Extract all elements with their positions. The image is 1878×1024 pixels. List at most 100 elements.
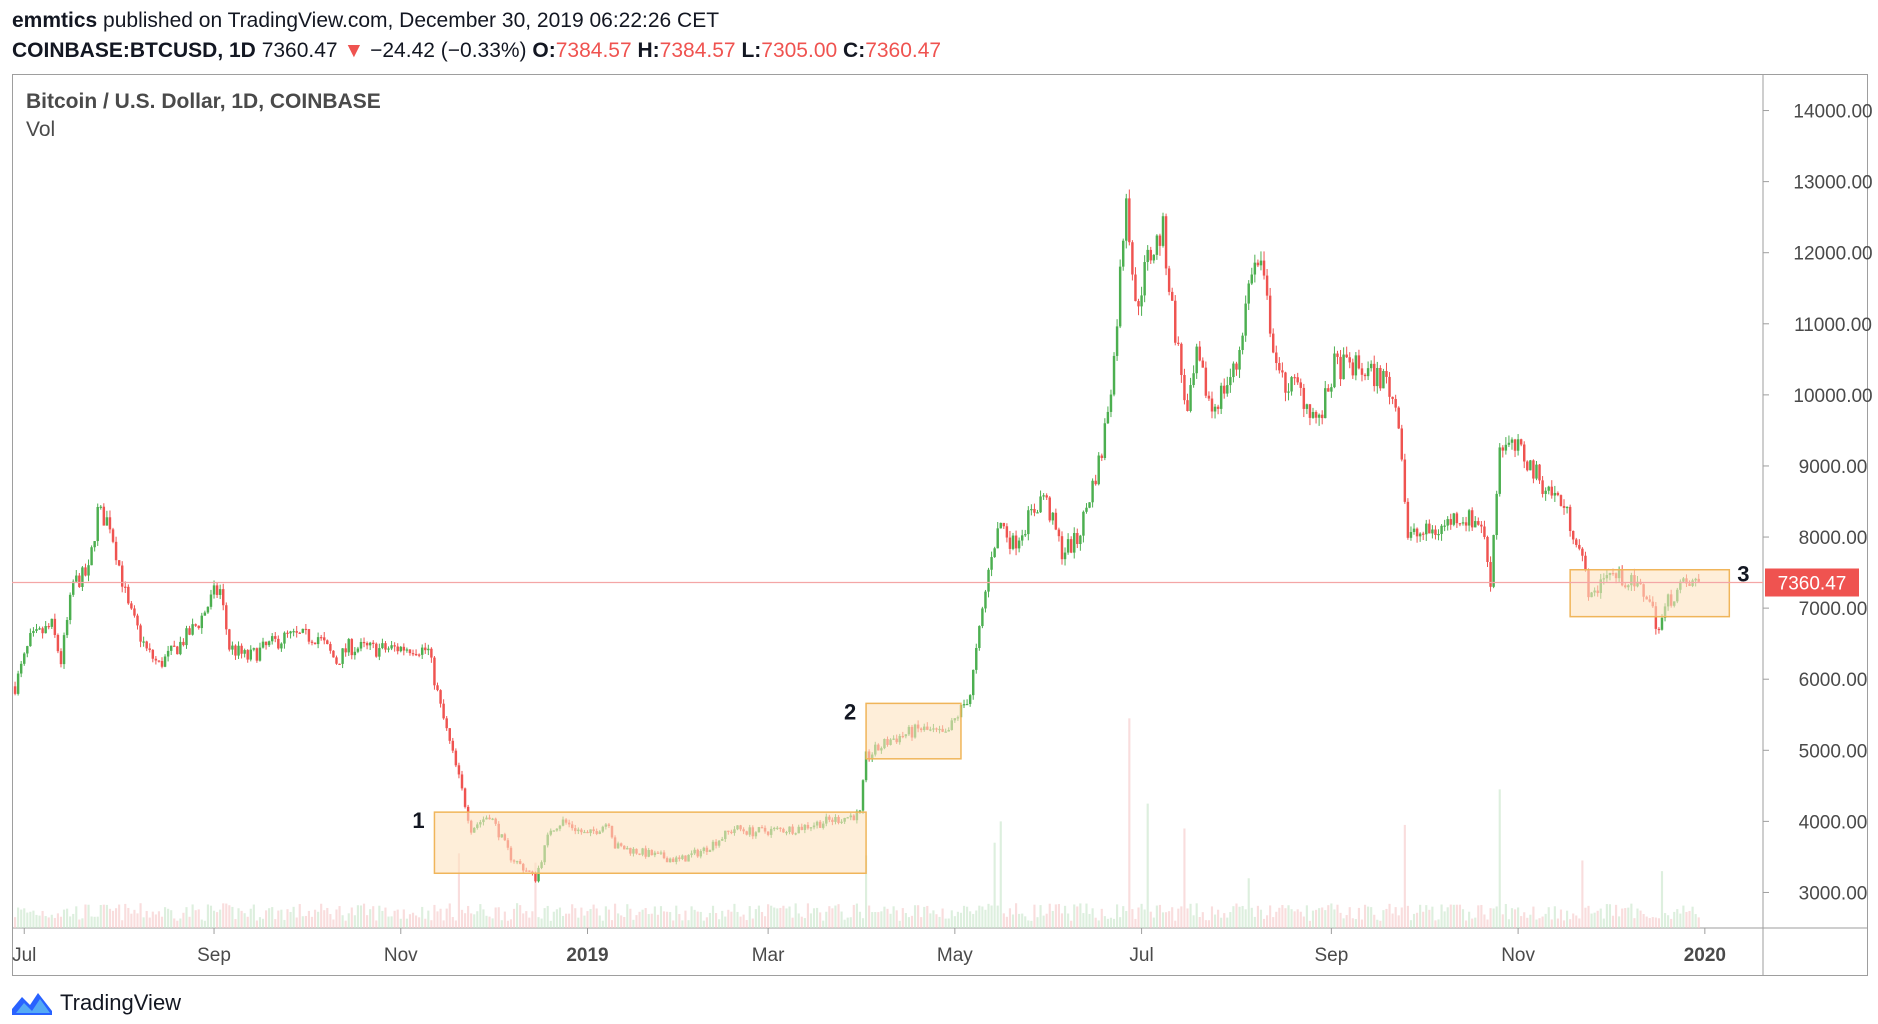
candle-body (99, 506, 102, 508)
candle-body (215, 585, 219, 595)
volume-bar (1067, 913, 1070, 928)
volume-bar (1538, 918, 1541, 928)
change-down-icon: ▼ (343, 39, 365, 62)
candle-body (1363, 374, 1367, 377)
volume-bar (503, 911, 506, 928)
candle-body (289, 631, 292, 634)
volume-bar (1100, 908, 1103, 928)
candle-body (194, 624, 197, 626)
volume-bar (1529, 914, 1532, 928)
volume-bar (26, 912, 29, 928)
y-tick-label: 6000.00 (1799, 670, 1868, 691)
volume-bar (1523, 912, 1526, 928)
volume-bar (641, 909, 644, 928)
volume-bar (745, 920, 748, 928)
volume-bar (558, 907, 562, 928)
candle-body (347, 639, 350, 653)
volume-bar (662, 911, 666, 928)
candle-body (1134, 274, 1137, 302)
volume-bar (950, 910, 953, 928)
volume-bar (782, 905, 785, 928)
volume-bar (1357, 907, 1360, 928)
candle-body (188, 628, 191, 635)
candle-body (984, 591, 987, 609)
volume-bar (1131, 909, 1134, 928)
volume-bar (378, 905, 381, 928)
candle-body (50, 618, 54, 627)
volume-bar (320, 903, 323, 928)
volume-bar (124, 903, 127, 928)
volume-bar (512, 908, 516, 928)
volume-bar (1213, 914, 1217, 928)
volume-bar (871, 912, 874, 928)
publish-text: published on TradingView.com, December 3… (97, 9, 720, 32)
volume-bar (754, 909, 757, 928)
candle-body (999, 522, 1002, 529)
volume-bar (1348, 907, 1351, 928)
volume-bar (742, 914, 745, 928)
volume-bar (240, 910, 243, 928)
volume-bar (1412, 913, 1416, 928)
volume-bar (1259, 909, 1263, 928)
candle-body (1495, 493, 1498, 536)
candle-body (1091, 480, 1094, 503)
candle-body (965, 703, 969, 706)
chart-frame[interactable] (12, 74, 1868, 976)
candle-body (1097, 455, 1100, 485)
candle-body (1406, 501, 1410, 538)
volume-bar (1054, 904, 1057, 928)
candle-body (1284, 372, 1287, 393)
volume-bar (846, 917, 849, 928)
candle-body (1063, 552, 1067, 560)
candle-body (1437, 533, 1440, 536)
volume-bar (794, 903, 797, 928)
candle-body (29, 633, 32, 647)
volume-bar (1376, 919, 1379, 928)
volume-bar (197, 909, 200, 928)
candle-body (1088, 502, 1091, 508)
candle-body (218, 589, 222, 595)
candle-body (1186, 400, 1189, 411)
volume-bar (1379, 920, 1382, 928)
x-tick-label: Nov (1501, 945, 1535, 966)
volume-bar (1422, 911, 1425, 928)
candle-body (1654, 606, 1658, 629)
volume-bar (488, 916, 491, 928)
volume-bar (1544, 913, 1547, 928)
volume-bar (604, 906, 607, 928)
volume-bar (1397, 915, 1400, 928)
volume-bar (684, 910, 687, 928)
candle-body (221, 589, 225, 606)
candle-body (200, 615, 204, 629)
volume-bar (831, 908, 834, 928)
candle-body (411, 653, 415, 655)
candle-body (124, 586, 127, 588)
volume-bar (635, 915, 638, 928)
volume-bar (926, 905, 929, 928)
candle-body (323, 637, 326, 641)
volume-bar (623, 916, 626, 928)
candle-body (1017, 540, 1021, 549)
volume-bar (173, 918, 176, 928)
volume-bar (470, 913, 473, 928)
volume-bar (277, 910, 280, 928)
volume-bar (219, 909, 222, 928)
volume-bar (1461, 909, 1465, 928)
volume-bar (439, 908, 442, 928)
volume-bar (1103, 916, 1106, 928)
candle-body (1379, 367, 1382, 389)
volume-bar (20, 909, 23, 928)
candle-body (341, 648, 344, 664)
volume-bar (1526, 917, 1529, 928)
volume-bar (176, 920, 179, 928)
candle-body (1051, 512, 1055, 521)
footer-brand[interactable]: TradingView (12, 990, 181, 1016)
volume-bar (163, 907, 167, 928)
candle-body (151, 649, 155, 659)
volume-bar (56, 913, 59, 928)
volume-bar (1070, 920, 1073, 928)
volume-bar (1370, 907, 1373, 928)
volume-bar (427, 910, 430, 928)
candle-body (408, 649, 412, 654)
